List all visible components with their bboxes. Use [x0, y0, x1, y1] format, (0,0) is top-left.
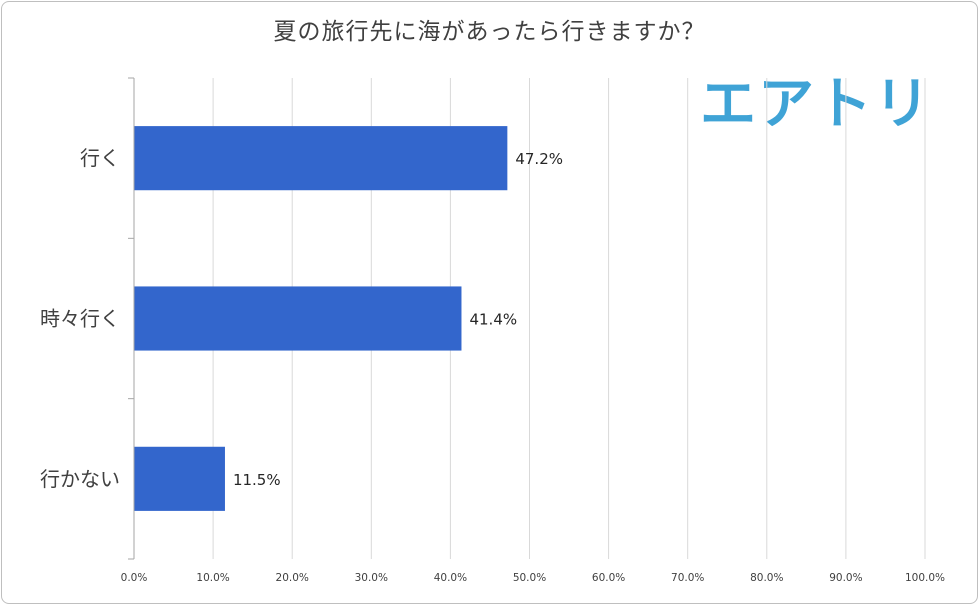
bar-2 [134, 446, 225, 511]
x-tick-label: 40.0% [434, 572, 467, 584]
y-axis [128, 77, 135, 560]
x-tick-label: 80.0% [750, 572, 783, 584]
x-tick-label: 10.0% [196, 572, 229, 584]
x-tick-label: 70.0% [671, 572, 704, 584]
value-label: 11.5% [233, 471, 281, 489]
x-tick-label: 30.0% [355, 572, 388, 584]
x-tick-label: 100.0% [905, 572, 945, 584]
bar-0 [134, 126, 508, 191]
x-tick-label: 90.0% [829, 572, 862, 584]
category-label: 行く [80, 146, 120, 170]
category-label: 行かない [40, 467, 120, 491]
x-tick-label: 0.0% [121, 572, 148, 584]
x-tick-label: 20.0% [276, 572, 309, 584]
category-label: 時々行く [40, 307, 120, 331]
chart-title: 夏の旅行先に海があったら行きますか？ [273, 19, 706, 45]
value-label: 41.4% [469, 311, 517, 329]
bar-1 [134, 286, 462, 351]
labels: 0.0% 10.0% 20.0% 30.0% 40.0% 50.0% 60.0% 70.0% 8… [40, 146, 945, 584]
value-label: 47.2% [515, 150, 563, 168]
brand-logo: エアトリ [700, 73, 925, 137]
x-tick-label: 60.0% [592, 572, 625, 584]
x-tick-label: 50.0% [513, 572, 546, 584]
bars [134, 126, 508, 511]
